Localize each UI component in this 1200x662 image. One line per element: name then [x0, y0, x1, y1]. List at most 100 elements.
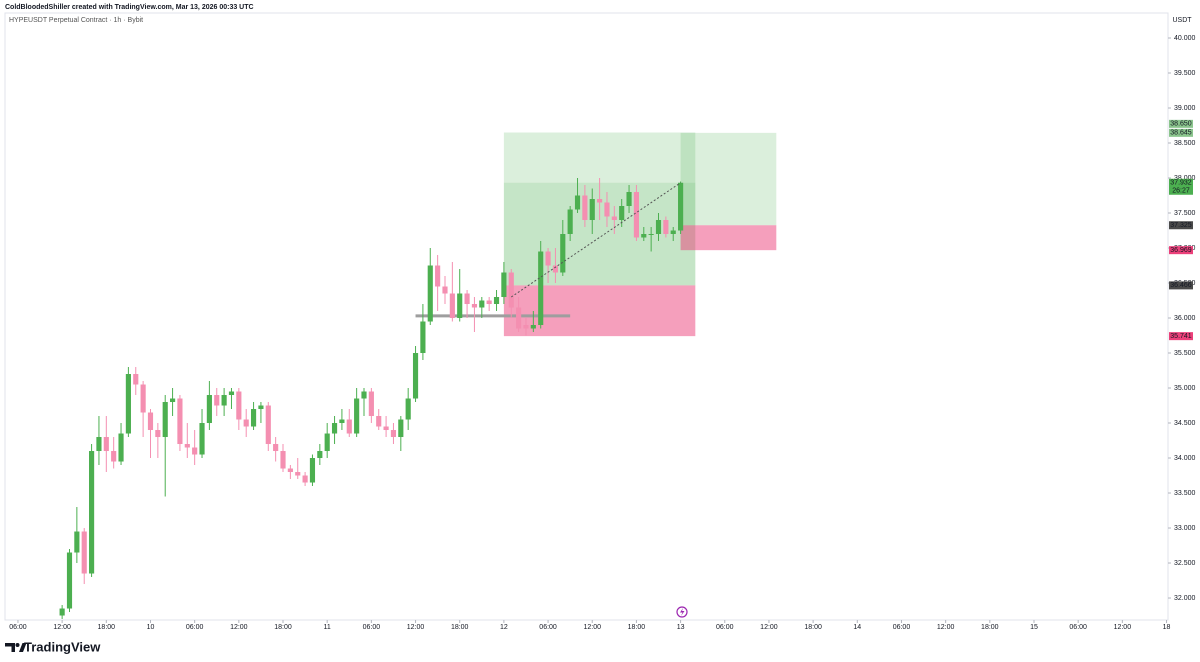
candle-body: [420, 321, 426, 354]
symbol-title: HYPEUSDT Perpetual Contract · 1h · Bybit: [9, 17, 143, 24]
x-tick-label: 11: [324, 624, 331, 631]
x-tick-label: 18:00: [451, 624, 469, 631]
price-label-box: [1169, 178, 1193, 195]
price-label: 37.325: [1170, 222, 1192, 229]
x-tick-label: 10: [147, 624, 155, 631]
candle-body: [221, 395, 227, 406]
price-label-box: [1169, 332, 1193, 341]
price-label: 35.741: [1170, 333, 1192, 340]
candle-body: [59, 608, 65, 616]
x-tick-label: 12:00: [407, 624, 425, 631]
candle-body: [273, 444, 279, 452]
candle-body: [574, 195, 581, 210]
price-label-box: [1169, 281, 1193, 290]
candle-body: [317, 451, 323, 459]
candle-body: [96, 437, 102, 452]
candle-body: [118, 433, 124, 462]
candle-body: [619, 205, 625, 221]
candle-body: [368, 391, 374, 417]
y-tick-label: 35.000: [1174, 385, 1196, 392]
candle-body: [641, 234, 647, 238]
candle-body: [457, 293, 463, 319]
axis-unit: USDT: [1172, 17, 1192, 24]
event-icon[interactable]: [676, 606, 688, 618]
candle-body: [199, 423, 205, 455]
candle-body: [412, 353, 419, 399]
x-tick-label: 12:00: [53, 624, 71, 631]
candle-body: [663, 220, 669, 235]
candle-body: [567, 209, 573, 235]
y-tick-label: 40.000: [1174, 35, 1196, 42]
candle-body: [464, 293, 470, 305]
candle-body: [678, 182, 684, 231]
candle-body: [265, 405, 271, 445]
x-tick-label: 18:00: [98, 624, 116, 631]
x-tick-label: 13: [677, 624, 685, 631]
candle-body: [582, 195, 588, 221]
candle-body: [125, 374, 131, 434]
candle-body: [74, 531, 80, 553]
candle-body: [206, 395, 212, 424]
y-tick-label: 33.500: [1174, 490, 1196, 497]
x-tick-label: 14: [853, 624, 861, 631]
candle-body: [280, 451, 286, 469]
candle-body: [169, 398, 176, 403]
candle-body: [560, 234, 566, 273]
price-label: 36.969: [1170, 247, 1192, 254]
candle-body: [133, 374, 139, 385]
candle-body: [589, 198, 595, 221]
candle-body: [449, 293, 455, 319]
candle-body: [354, 398, 360, 434]
position-stop-zone: [680, 225, 777, 251]
price-label-box: [1169, 246, 1193, 255]
price-label-box: [1169, 119, 1193, 128]
x-tick-label: 18:00: [628, 624, 646, 631]
candle-body: [501, 272, 507, 298]
candle-body: [184, 444, 190, 448]
price-countdown: 26:27: [1172, 188, 1190, 195]
y-tick-label: 36.000: [1174, 315, 1196, 322]
candle-body: [302, 475, 308, 483]
x-tick-label: 06:00: [539, 624, 557, 631]
y-tick-label: 38.500: [1174, 140, 1196, 147]
candle-body: [597, 198, 603, 203]
candle-body: [486, 300, 492, 305]
candle-body: [214, 395, 220, 406]
candle-body: [339, 419, 345, 424]
y-tick-label: 34.000: [1174, 455, 1196, 462]
candle-body: [471, 304, 478, 308]
brand-logo[interactable]: TradingView: [5, 639, 101, 654]
price-label: 38.645: [1170, 130, 1192, 137]
candle-body: [140, 384, 146, 413]
candle-body: [508, 272, 514, 308]
candle-body: [309, 458, 316, 483]
x-tick-label: 12:00: [583, 624, 601, 631]
candle-body: [516, 307, 522, 329]
price-label: 38.650: [1170, 121, 1192, 128]
y-tick-label: 34.500: [1174, 420, 1196, 427]
y-tick-label: 39.000: [1174, 105, 1196, 112]
x-tick-label: 06:00: [363, 624, 381, 631]
x-tick-label: 06:00: [716, 624, 734, 631]
y-tick-label: 32.500: [1174, 560, 1196, 567]
x-tick-label: 06:00: [1069, 624, 1087, 631]
y-tick-label: 32.000: [1174, 595, 1196, 602]
x-tick-label: 18:00: [981, 624, 999, 631]
candle-body: [89, 451, 95, 574]
y-tick-label: 37.500: [1174, 210, 1196, 217]
candle-body: [633, 191, 639, 238]
x-tick-label: 12:00: [760, 624, 778, 631]
candle-body: [103, 437, 109, 452]
x-tick-label: 06:00: [9, 624, 27, 631]
candle-body: [361, 391, 367, 399]
position-stop-zone: [503, 285, 696, 337]
candle-body: [236, 391, 242, 420]
candle-body: [523, 325, 529, 329]
plot: 32.000 32.500 33.000 33.500 34.000 34.500 35.0…: [9, 35, 1195, 631]
candle-body: [670, 230, 676, 235]
y-tick-label: 35.500: [1174, 350, 1196, 357]
candle-body: [479, 300, 485, 308]
candle-body: [538, 251, 544, 326]
x-tick-label: 12:00: [1114, 624, 1132, 631]
